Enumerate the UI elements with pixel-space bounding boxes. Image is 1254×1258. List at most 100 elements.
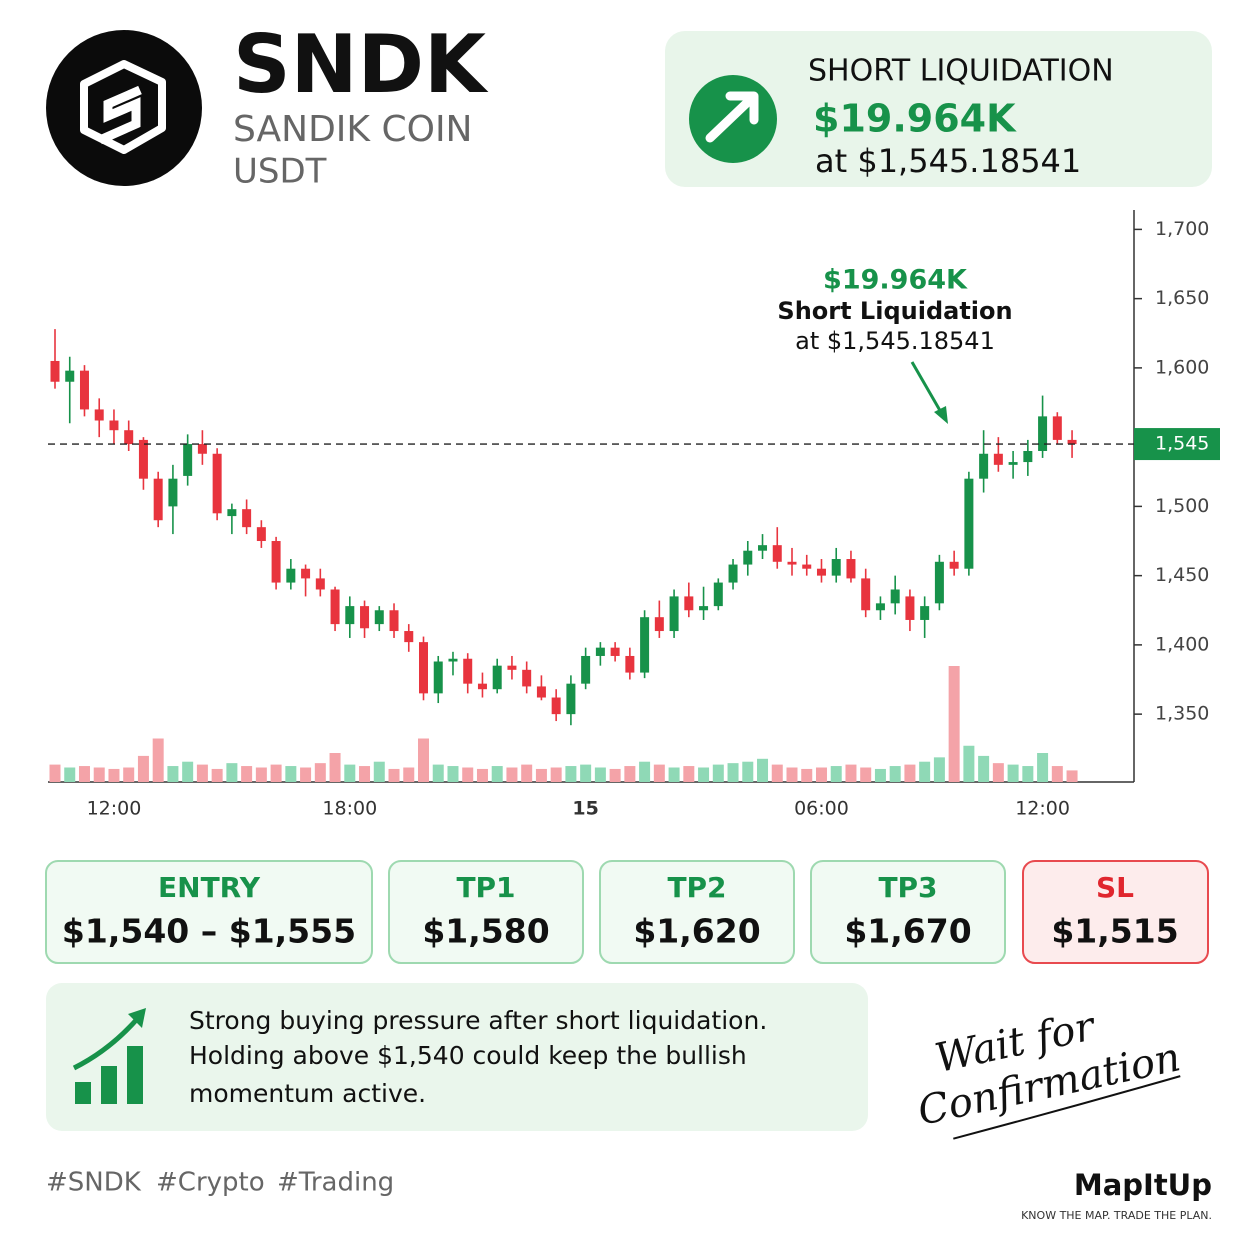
candle-body: [242, 509, 252, 528]
volume-bar: [1066, 770, 1078, 782]
candle-body: [993, 453, 1003, 465]
volume-bar: [270, 764, 282, 782]
volume-bar: [93, 767, 105, 782]
candle-body: [212, 453, 222, 514]
hashtag: #SNDK: [46, 1168, 142, 1198]
liquidation-title: SHORT LIQUIDATION: [808, 54, 1114, 89]
candle-body: [522, 669, 532, 687]
candle-body: [109, 420, 119, 431]
candle-body: [551, 697, 561, 715]
y-tick-label: 1,350: [1155, 703, 1209, 725]
level-value: $1,580: [422, 912, 549, 951]
candle-body: [404, 631, 414, 643]
candle-body: [433, 661, 443, 694]
candle-body: [286, 568, 296, 583]
volume-bar: [447, 766, 459, 782]
level-label: SL: [1096, 871, 1134, 904]
x-tick-label: 12:00: [87, 798, 142, 820]
volume-bar: [1022, 766, 1034, 782]
volume-bar: [801, 768, 813, 782]
volume-bar: [78, 766, 90, 782]
volume-bar: [712, 764, 724, 782]
candle-body: [787, 561, 797, 565]
candle-body: [640, 617, 650, 673]
candle-body: [345, 606, 355, 625]
price-tag-label: 1,545: [1155, 433, 1209, 455]
brand-name: MapItUp: [1074, 1168, 1212, 1202]
level-label: TP2: [667, 871, 726, 904]
y-tick-label: 1,400: [1155, 633, 1209, 655]
pair: USDT: [233, 152, 327, 192]
volume-bar: [889, 766, 901, 782]
levels: ENTRY $1,540 – $1,555 TP1 $1,580 TP2 $1,…: [45, 860, 1209, 964]
candle-body: [94, 409, 104, 421]
volume-bar: [683, 766, 695, 782]
candle-body: [875, 603, 885, 611]
volume-bar: [403, 767, 415, 782]
volume-bar: [919, 761, 931, 782]
candle-body: [79, 370, 89, 410]
volume-bar: [948, 666, 960, 782]
candle-body: [861, 578, 871, 611]
candle-body: [934, 561, 944, 604]
candle-body: [65, 370, 75, 382]
volume-bar: [565, 766, 577, 782]
candle-body: [256, 527, 266, 542]
candle-body: [50, 360, 60, 382]
volume-bar: [904, 764, 916, 782]
candle-body: [831, 559, 841, 576]
annotation-price: at $1,545.18541: [795, 327, 995, 355]
volume-bar: [963, 745, 975, 782]
volume-bar: [1007, 764, 1019, 782]
y-tick-label: 1,700: [1155, 218, 1209, 240]
candle-body: [1038, 416, 1048, 451]
volume-bar: [491, 766, 503, 782]
volume-bar: [727, 763, 739, 782]
candle-body: [610, 647, 620, 656]
level-value: $1,515: [1051, 912, 1178, 951]
volume-bar: [108, 768, 120, 782]
liquidation-price: at $1,545.18541: [815, 142, 1081, 180]
volume-bar: [609, 768, 621, 782]
volume-bar: [329, 753, 341, 782]
note-line: momentum active.: [189, 1079, 426, 1108]
volume-bar: [49, 764, 61, 782]
candle-body: [979, 453, 989, 479]
candle-body: [772, 545, 782, 562]
candle-body: [728, 564, 738, 583]
candle-body: [949, 561, 959, 569]
level-value: $1,620: [633, 912, 760, 951]
volume-bar: [1051, 766, 1063, 782]
y-tick-label: 1,500: [1155, 495, 1209, 517]
volume-bar: [241, 766, 253, 782]
price-tag: [1134, 428, 1220, 461]
level-label: TP3: [878, 871, 937, 904]
x-tick-label: 15: [572, 798, 598, 820]
y-tick-label: 1,600: [1155, 356, 1209, 378]
volume-bar: [668, 767, 680, 782]
hashtag: #Trading: [277, 1168, 394, 1198]
x-tick-label: 18:00: [322, 798, 377, 820]
candle-body: [536, 686, 546, 698]
candle-body: [330, 589, 340, 625]
volume-bar: [580, 764, 592, 782]
volume-bar: [476, 768, 488, 782]
volume-bar: [786, 767, 798, 782]
candle-body: [183, 444, 193, 476]
volume-bar: [845, 764, 857, 782]
note-line: Strong buying pressure after short liqui…: [189, 1006, 767, 1035]
candle-body: [374, 610, 384, 625]
level-label: ENTRY: [158, 871, 261, 904]
candle-body: [684, 596, 694, 611]
volume-bar: [1037, 753, 1049, 782]
candle-body: [1052, 416, 1062, 440]
candle-body: [758, 545, 768, 551]
volume-bar: [594, 767, 606, 782]
volume-bar: [123, 767, 135, 782]
candle-body: [964, 478, 974, 569]
volume-bar: [226, 763, 238, 782]
candle-body: [1023, 450, 1033, 463]
candle-body: [153, 478, 163, 521]
ticker: SNDK: [233, 18, 489, 111]
